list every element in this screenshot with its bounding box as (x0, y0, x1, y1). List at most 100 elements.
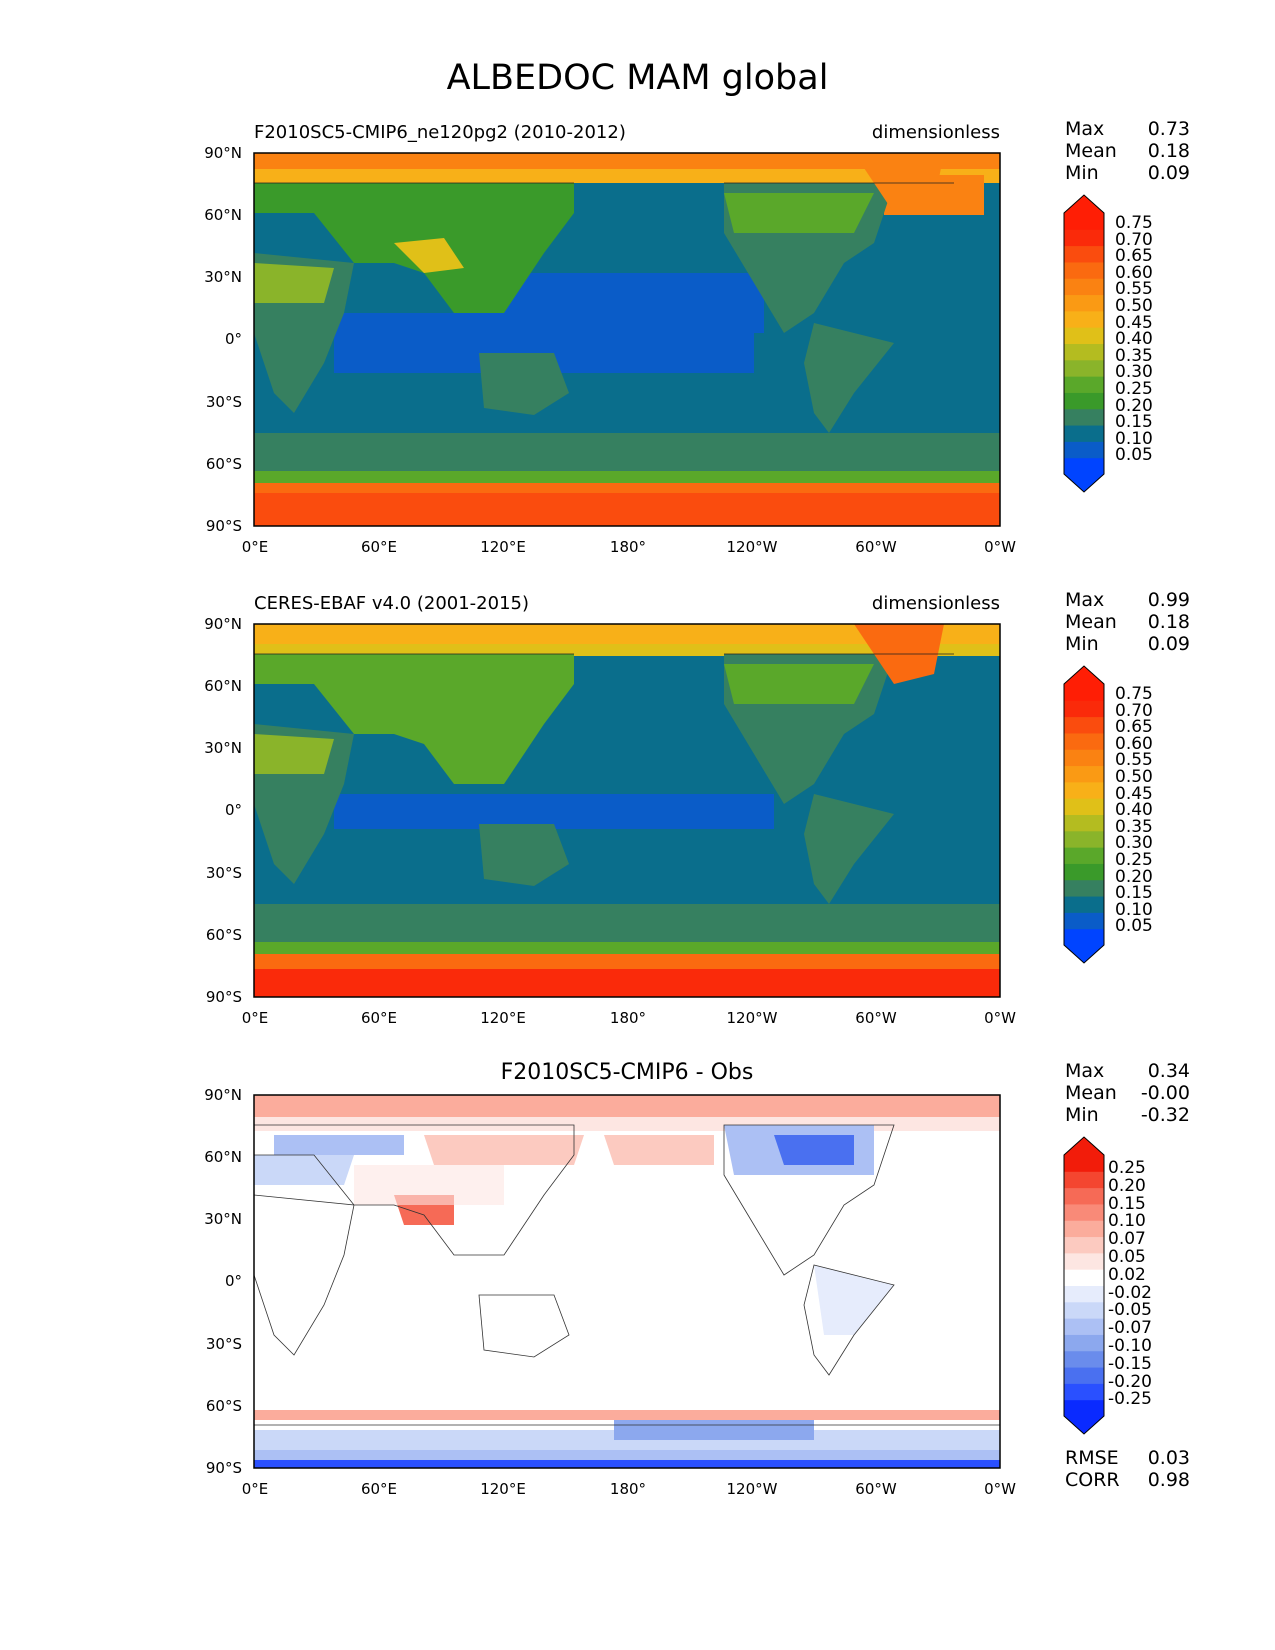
colorbar-tick-label: 0.60 (1115, 733, 1153, 754)
colorbar-swatch (1064, 441, 1104, 459)
colorbar-swatch (1064, 310, 1104, 328)
panel1-map (253, 152, 1001, 527)
colorbar-swatch (1064, 376, 1104, 393)
panel1-stat-label: Mean (1065, 140, 1117, 162)
colorbar-swatch (1064, 749, 1104, 767)
panel1-lon-label: 120°W (726, 538, 778, 556)
panel2-lat-label: 30°S (205, 864, 242, 882)
colorbar-swatch (1064, 684, 1104, 701)
panel3-stat-value: 0.34 (1147, 1060, 1190, 1082)
colorbar-tick-label: 0.15 (1115, 412, 1153, 433)
panel2-stat-label: Max (1065, 589, 1105, 611)
panel2-lon-label: 0°E (241, 1009, 269, 1027)
corr-value: 0.98 (1147, 1469, 1190, 1491)
panel2-colorbar (1063, 665, 1105, 964)
colorbar-tick-label: 0.50 (1115, 767, 1153, 787)
colorbar-tick-label: 0.55 (1115, 750, 1153, 771)
panel1-lon-label: 60°E (360, 538, 398, 556)
panel1-lon-label: 0°E (241, 538, 269, 556)
panel2-stat-value: 0.09 (1147, 633, 1190, 655)
panel3-stat-label: Mean (1065, 1082, 1117, 1104)
rmse-label: RMSE (1065, 1447, 1119, 1469)
colorbar-swatch (1064, 1203, 1104, 1221)
colorbar-swatch (1064, 261, 1104, 279)
panel2-stat-label: Min (1065, 633, 1099, 655)
colorbar-swatch (1064, 278, 1104, 296)
colorbar-tick-label: -0.15 (1108, 1353, 1152, 1374)
panel1-lat-label: 90°S (205, 517, 242, 535)
panel2-lon-label: 60°W (855, 1009, 897, 1027)
panel1-lat-label: 0° (224, 330, 242, 348)
panel2-stat-value: 0.99 (1147, 589, 1190, 611)
panel3-lat-label: 30°N (204, 1210, 242, 1228)
colorbar-tick-label: 0.75 (1115, 213, 1153, 233)
colorbar-tick-label: 0.60 (1115, 262, 1153, 283)
colorbar-swatch (1064, 765, 1104, 783)
colorbar-tick-label: 0.50 (1115, 296, 1153, 316)
panel1-stat-label: Max (1065, 118, 1105, 140)
panel2-lat-label: 60°S (205, 926, 242, 944)
colorbar-swatch (1064, 1383, 1104, 1401)
colorbar-tick-label: 0.35 (1115, 816, 1153, 837)
colorbar-tick-label: 0.70 (1115, 700, 1153, 721)
colorbar-tick-label: 0.15 (1108, 1193, 1146, 1214)
panel2-lat-label: 0° (224, 801, 242, 819)
colorbar-tick-label: 0.05 (1115, 445, 1153, 466)
panel3-lat-label: 0° (224, 1272, 242, 1290)
colorbar-tick-label: 0.25 (1108, 1158, 1146, 1178)
panel3-stat-label: Min (1065, 1104, 1099, 1126)
colorbar-tick-label: 0.45 (1115, 312, 1153, 333)
panel3-lon-label: 120°E (480, 1480, 526, 1498)
panel2-lon-label: 120°E (480, 1009, 526, 1027)
panel1-colorbar (1063, 194, 1105, 493)
colorbar-swatch (1064, 1236, 1104, 1254)
panel1-right-title: dimensionless (871, 122, 1000, 143)
colorbar-swatch (1064, 343, 1104, 361)
colorbar-tick-label: 0.20 (1115, 395, 1153, 416)
colorbar-swatch (1064, 1285, 1104, 1303)
colorbar-tick-label: -0.05 (1108, 1300, 1152, 1321)
colorbar-swatch (1064, 896, 1104, 913)
colorbar-swatch (1064, 798, 1104, 815)
colorbar-tick-label: 0.15 (1115, 883, 1153, 904)
panel1-lat-label: 30°N (204, 268, 242, 286)
corr-label: CORR (1065, 1469, 1120, 1491)
colorbar-swatch (1064, 912, 1104, 930)
colorbar-extend-min (1064, 945, 1104, 963)
panel3-stat-value: -0.00 (1140, 1082, 1190, 1104)
colorbar-tick-label: 0.30 (1115, 833, 1153, 854)
colorbar-tick-label: 0.10 (1115, 899, 1153, 920)
panel1-lon-label: 0°W (984, 538, 1016, 556)
panel3-lon-label: 60°E (360, 1480, 398, 1498)
figure-title: ALBEDOC MAM global (446, 58, 829, 98)
colorbar-tick-label: 0.05 (1115, 916, 1153, 937)
panel2-lon-label: 180° (609, 1009, 647, 1027)
panel2-lat-label: 30°N (204, 739, 242, 757)
panel1-stat-value: 0.09 (1147, 162, 1190, 184)
panel3-map (253, 1094, 1001, 1469)
colorbar-swatch (1064, 863, 1104, 881)
colorbar-tick-label: 0.02 (1108, 1264, 1146, 1285)
colorbar-tick-label: 0.65 (1115, 246, 1153, 267)
panel3-stat-value: -0.32 (1140, 1104, 1190, 1126)
panel3-lat-label: 60°N (204, 1148, 242, 1166)
colorbar-tick-label: 0.10 (1115, 428, 1153, 449)
panel3-lon-label: 60°W (855, 1480, 897, 1498)
colorbar-swatch (1064, 814, 1104, 832)
panel2-lat-label: 60°N (204, 677, 242, 695)
panel3-colorbar (1063, 1136, 1105, 1435)
rmse-value: 0.03 (1147, 1447, 1190, 1469)
colorbar-swatch (1064, 1269, 1104, 1286)
colorbar-swatch (1064, 229, 1104, 247)
colorbar-tick-label: 0.25 (1115, 850, 1153, 870)
colorbar-swatch (1064, 1171, 1104, 1189)
panel2-lat-label: 90°S (205, 988, 242, 1006)
colorbar-swatch (1064, 732, 1104, 750)
colorbar-swatch (1064, 327, 1104, 344)
colorbar-tick-label: 0.30 (1115, 362, 1153, 383)
panel1-lat-label: 90°N (204, 144, 242, 162)
colorbar-swatch (1064, 879, 1104, 897)
colorbar-swatch (1064, 392, 1104, 410)
panel2-right-title: dimensionless (871, 593, 1000, 614)
colorbar-swatch (1064, 1187, 1104, 1205)
